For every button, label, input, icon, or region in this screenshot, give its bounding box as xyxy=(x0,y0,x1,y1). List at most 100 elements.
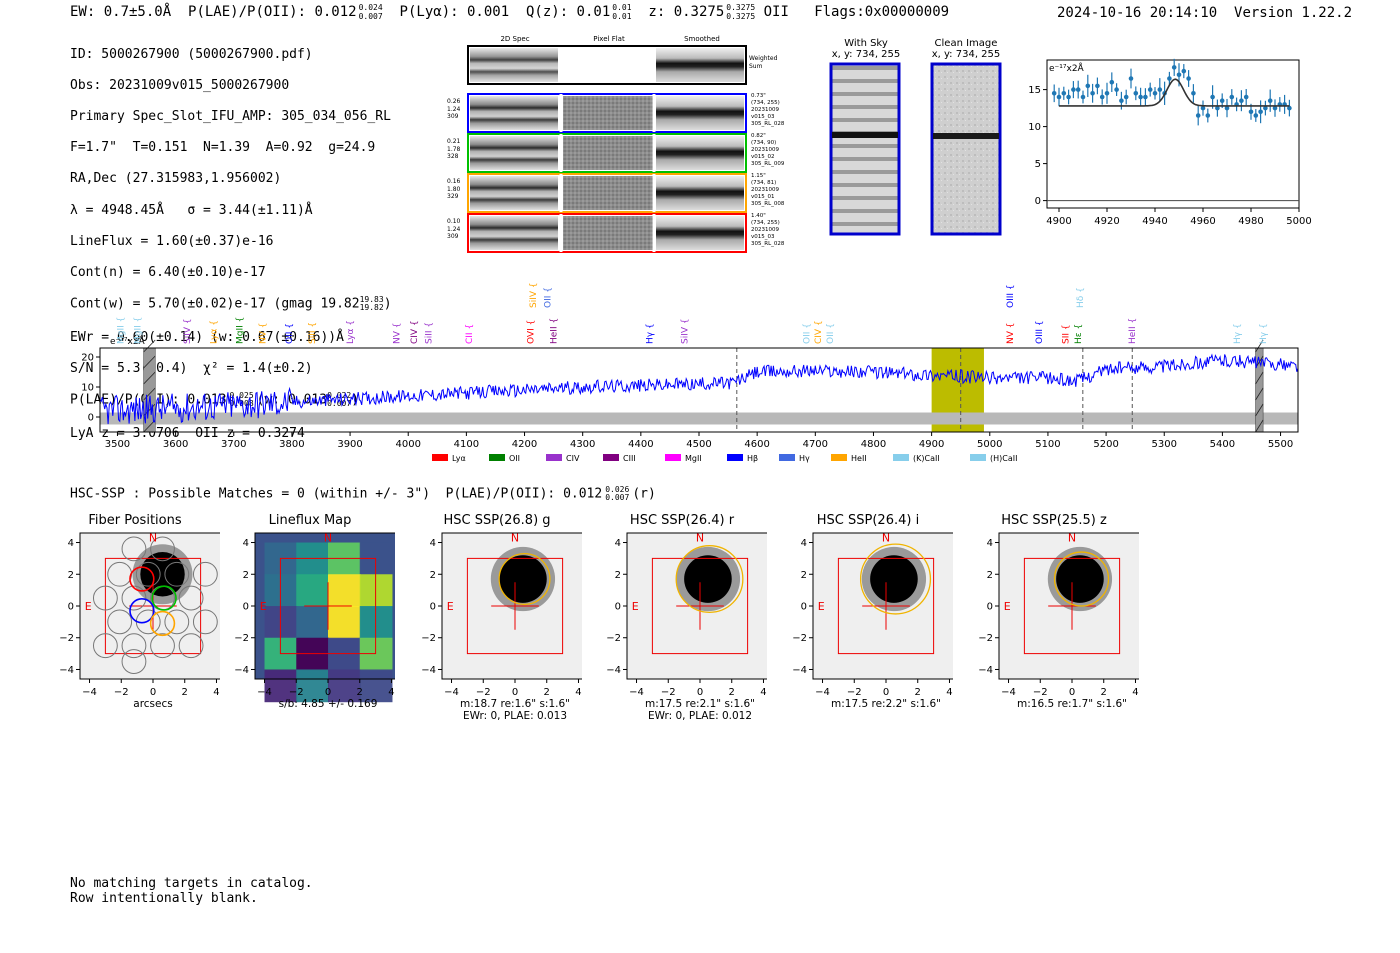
line-id-label: MgII { xyxy=(235,317,245,344)
zoom-xtick-label: 4980 xyxy=(1238,216,1263,227)
full-xtick-label: 3700 xyxy=(221,439,246,450)
hatch-line xyxy=(1255,339,1264,353)
line-id-label: SiIV { xyxy=(680,318,690,344)
fiber-circle xyxy=(150,536,175,562)
contw-hi: 19.83 xyxy=(359,295,384,305)
fiber-circle-selected xyxy=(129,598,155,624)
hsc-caption: m:16.5 re:1.7" s:1.6" xyxy=(1017,698,1127,710)
hsc-panel-title: HSC SSP(26.8) g xyxy=(443,513,551,528)
version: Version 1.22.2 xyxy=(1234,5,1353,21)
zoom-point xyxy=(1128,76,1134,81)
full-xtick-label: 4100 xyxy=(454,439,479,450)
zoom-point xyxy=(1152,91,1158,96)
hatch-line xyxy=(1255,403,1264,417)
zoom-point xyxy=(1287,105,1292,111)
zoom-point xyxy=(1263,105,1268,111)
hsc-xtick-label: 0 xyxy=(697,687,703,698)
line-id-label: CIV { xyxy=(814,320,824,344)
clean-image xyxy=(930,62,1002,236)
hsc-xtick-label: 2 xyxy=(915,687,921,698)
z-value: z: 0.3275 xyxy=(648,4,725,20)
zoom-point xyxy=(1075,87,1081,92)
hsc-ytick-label: 4 xyxy=(243,538,249,549)
lineflux-cell xyxy=(296,574,329,607)
line-id-label: CIV { xyxy=(410,320,420,344)
line-id-label: NV { xyxy=(1006,323,1016,344)
info-contn: Cont(n) = 6.40(±0.10)e-17 xyxy=(70,264,266,280)
hsc-xtick-label: −4 xyxy=(82,687,97,698)
weighted-sum-label: Weighted Sum xyxy=(749,55,778,70)
cutout-pixel-flat xyxy=(563,176,653,210)
hsc-caption: m:17.5 re:2.2" s:1.6" xyxy=(831,698,941,710)
hsc-panel: HSC SSP(25.5) z N E −4 −4 −2 −2 0 0 2 2 4 4 m:16.5 re… xyxy=(969,511,1139,726)
legend-swatch xyxy=(970,454,986,461)
info-id: ID: 5000267900 (5000267900.pdf) xyxy=(70,46,313,62)
hsc-panel-title: Fiber Positions xyxy=(88,513,182,528)
line-id-label: OIII { xyxy=(1035,320,1045,344)
fiber-circle xyxy=(135,561,161,587)
lineflux-cell xyxy=(328,637,361,671)
hsc-ytick-label: 2 xyxy=(615,570,621,581)
full-xtick-label: 5500 xyxy=(1268,439,1293,450)
hsc-xtick-label: 4 xyxy=(213,687,219,698)
hsc-xtick-label: −4 xyxy=(629,687,644,698)
col-2d-spec: 2D Spec xyxy=(500,35,530,43)
hsc-ytick-label: −4 xyxy=(59,665,74,676)
plae-hi: 0.024 xyxy=(358,3,383,12)
east-label: E xyxy=(818,600,825,613)
hsc-source xyxy=(1056,555,1104,603)
zoom-point xyxy=(1191,91,1196,96)
full-spectrum-plot: 3500 3600 3700 3800 3900 4000 4100 4200 4300 4400… xyxy=(81,282,1299,463)
plya-value: P(Lyα): 0.001 xyxy=(399,4,510,20)
fiber-circle xyxy=(192,609,218,635)
zoom-point xyxy=(1200,105,1206,111)
zoom-ytick-label: 15 xyxy=(1028,85,1041,96)
hsc-ytick-label: 2 xyxy=(987,570,993,581)
line-id-label: SII { xyxy=(1061,324,1071,344)
hsc-caption-2: EWr: 0, PLAE: 0.012 xyxy=(648,710,752,722)
cutout-row-left-label: 0.26 1.24 309 xyxy=(447,98,461,120)
full-xtick-label: 4700 xyxy=(803,439,828,450)
hsc-panel-image: N E −4 −4 −2 −2 0 0 2 2 4 4 m:18.7 re:1.6" s:1.6"EWr… xyxy=(421,532,582,722)
clean-label: Clean Image xyxy=(934,38,998,49)
zoom-point xyxy=(1243,94,1249,100)
zoom-point xyxy=(1229,94,1235,100)
hsc-ytick-label: 2 xyxy=(430,570,436,581)
zoom-point xyxy=(1119,98,1124,103)
north-label: N xyxy=(511,532,519,545)
header-right: 2024-10-16 20:14:10 Version 1.22.2 xyxy=(1057,5,1352,21)
legend-label: MgII xyxy=(685,454,702,463)
line-id-label: Hδ { xyxy=(1076,287,1086,308)
hsc-panel: Fiber Positions N E −4 −4 −2 −2 0 0 2 2 4 4 arcsecs xyxy=(50,511,220,726)
lineflux-cell xyxy=(359,606,393,639)
cutout-row xyxy=(467,173,747,213)
full-xtick-label: 3500 xyxy=(105,439,130,450)
aperture-ellipse xyxy=(498,552,551,606)
hsc-panel-image: N E −4 −4 −2 −2 0 0 2 2 4 4 s/b: 4.85 +/- 0.169 xyxy=(234,532,395,710)
hsc-p-lo: 0.007 xyxy=(605,493,630,502)
hsc-xtick-label: −2 xyxy=(289,687,304,698)
zoom-ytick-label: 0 xyxy=(1035,196,1041,207)
lineflux-cell xyxy=(296,606,329,639)
zoom-point xyxy=(1104,91,1110,96)
hsc-box xyxy=(279,557,377,655)
fiber-circle xyxy=(121,633,147,659)
footer: No matching targets in catalog. Row inte… xyxy=(70,876,313,906)
fiber-circle-selected xyxy=(149,610,176,637)
info-lyaz: LyA z = 3.0706 OII z = 0.3274 xyxy=(70,425,305,441)
fiber-circle-selected xyxy=(129,566,155,592)
hsc-ytick-label: 4 xyxy=(801,538,807,549)
info-radec: RA,Dec (27.315983,1.956002) xyxy=(70,171,282,187)
line-id-label: NV { xyxy=(259,323,269,344)
fiber-circle xyxy=(121,649,147,674)
cutout-pixel-flat xyxy=(563,96,653,130)
hsc-xtick-label: −2 xyxy=(476,687,491,698)
zoom-point xyxy=(1051,91,1057,96)
fiber-circle xyxy=(92,633,118,659)
hatch-line xyxy=(143,387,156,401)
z-hi: 0.3275 xyxy=(726,3,756,12)
cutout-row xyxy=(467,213,747,253)
lineflux-cell xyxy=(296,637,329,671)
cutout-row-right-label: 1.40" (734, 255) 20231009 v015_03 305_RL… xyxy=(751,213,785,247)
legend-swatch xyxy=(489,454,505,461)
